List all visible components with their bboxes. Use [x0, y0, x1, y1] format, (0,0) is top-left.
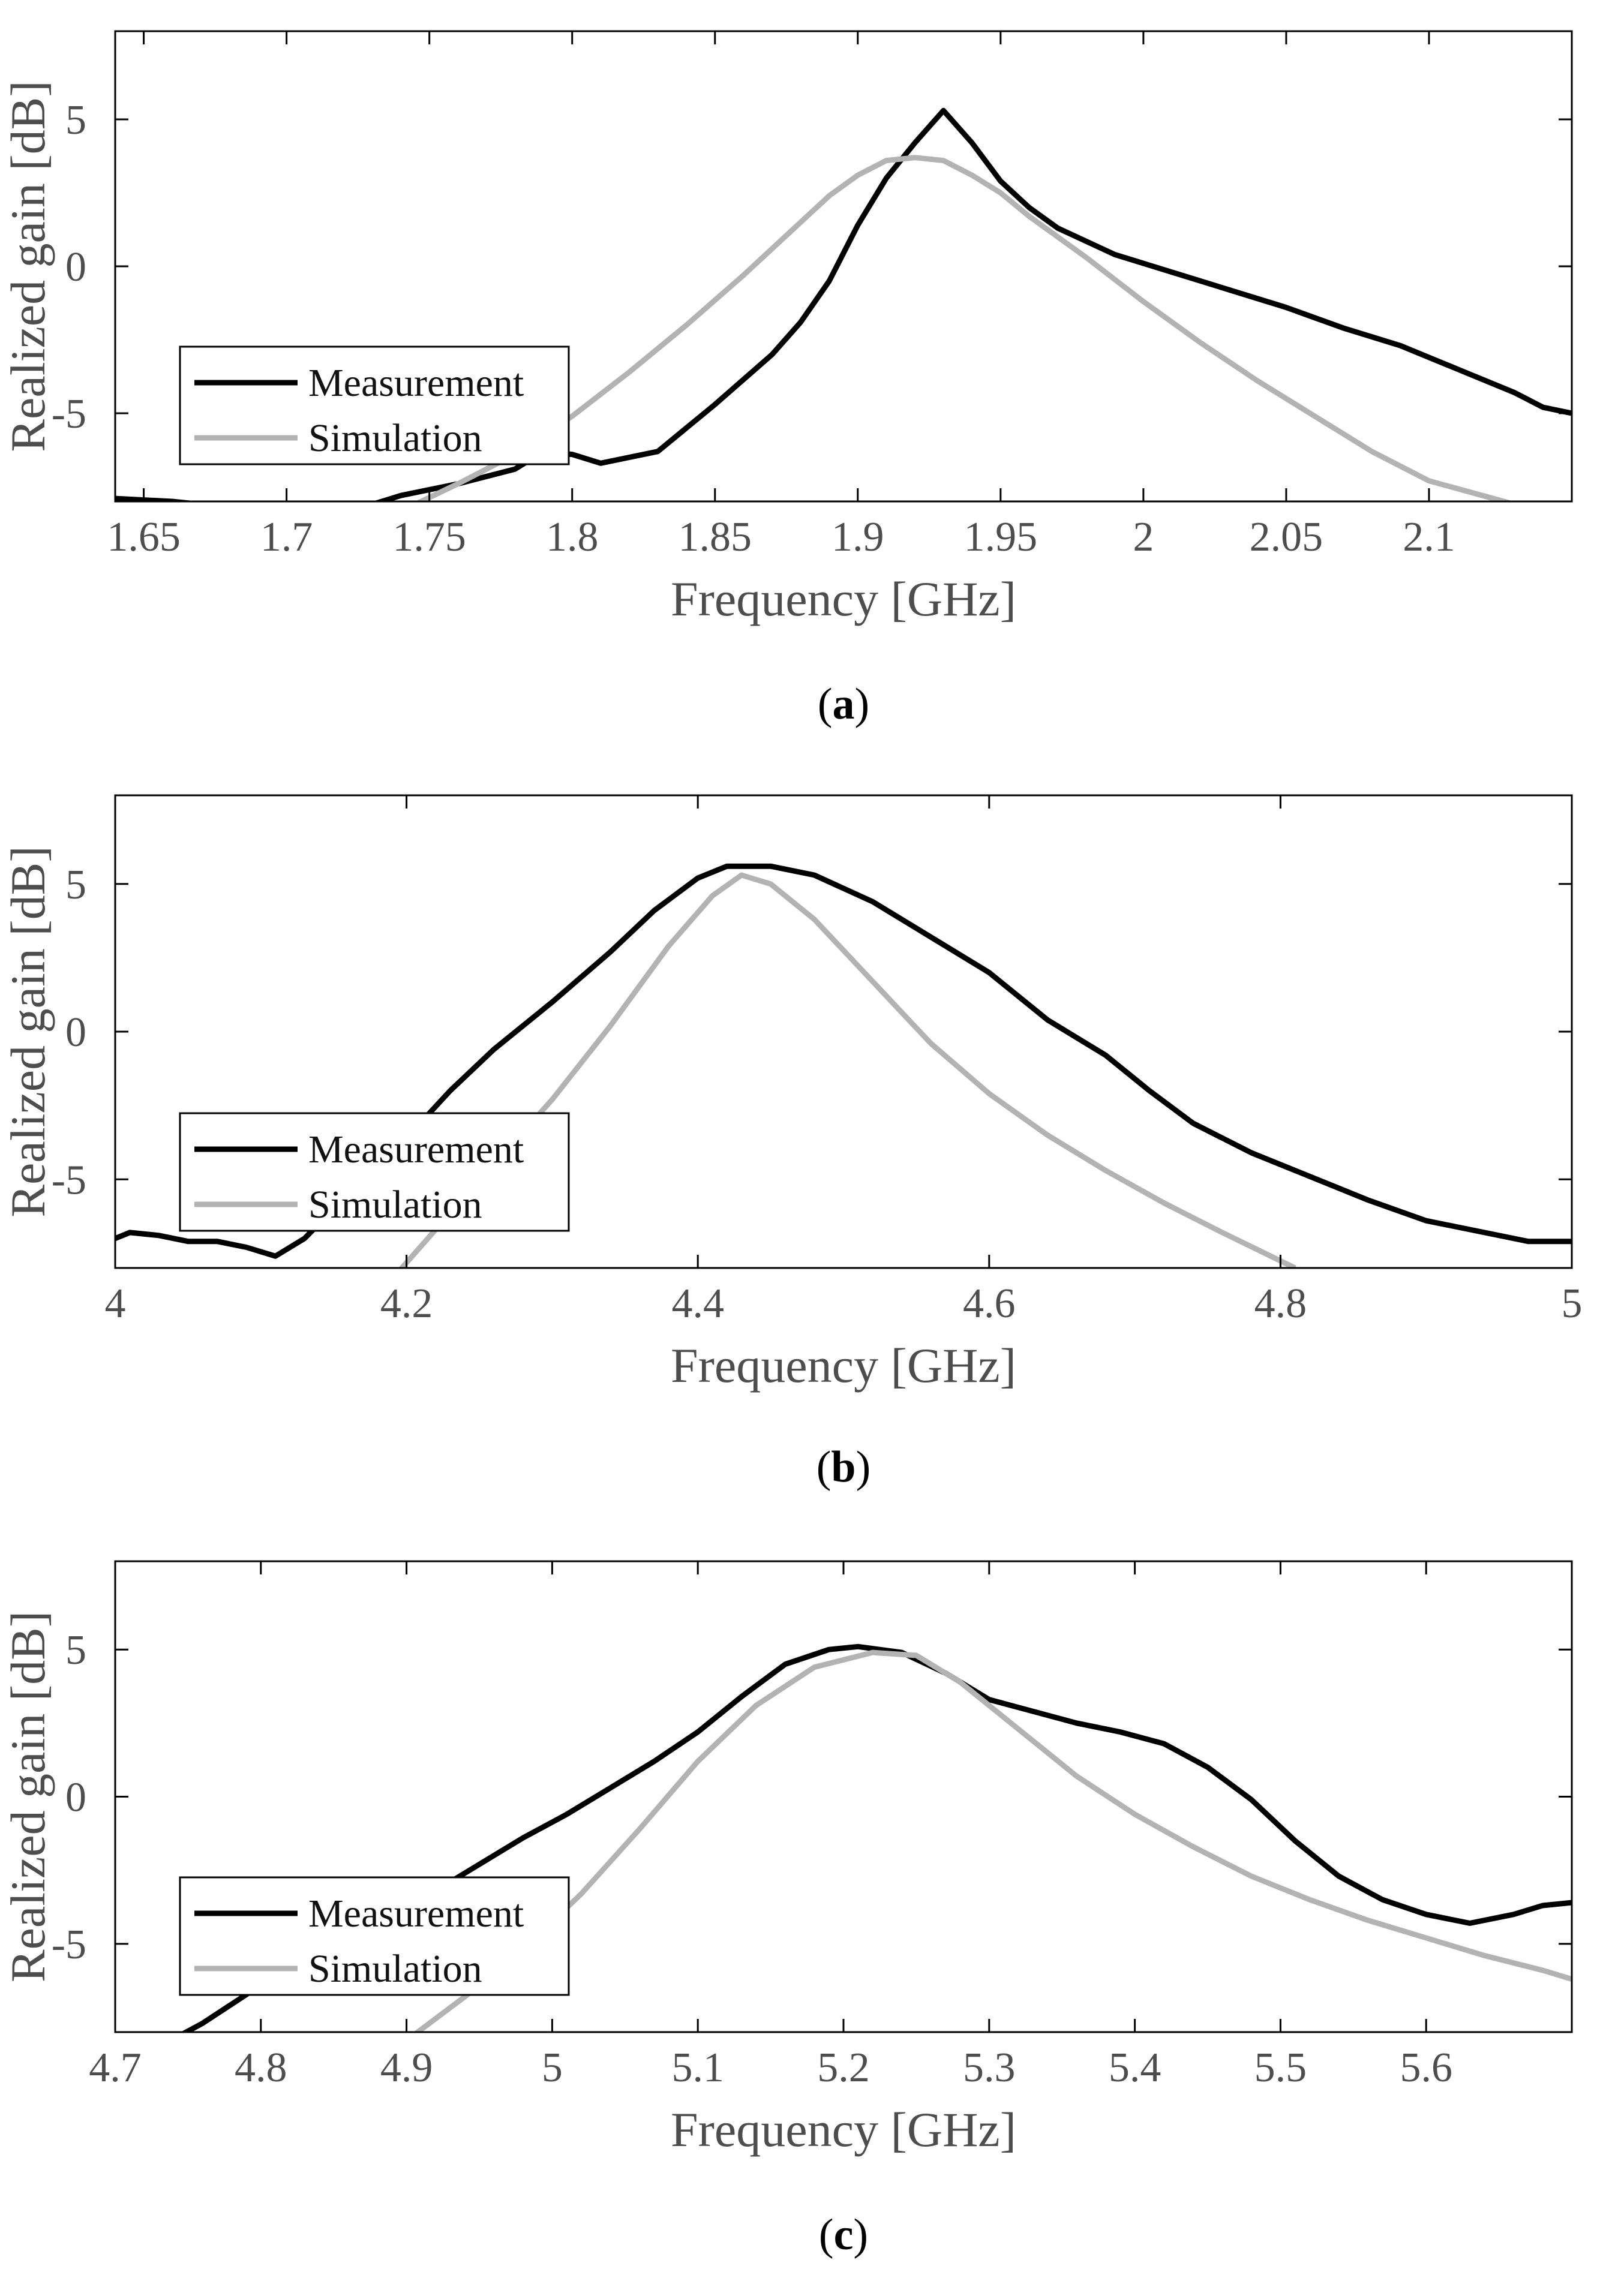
x-tick-label: 2.1: [1403, 514, 1455, 560]
y-axis-title: Realized gain [dB]: [1, 1611, 55, 1982]
y-tick-label: -5: [52, 391, 86, 437]
chart-panel-b: 4 4.2 4.4 4.6 4.8 5 -5 0 5 Frequency [GHz] Realize…: [1, 794, 1583, 1492]
series-simulation-line-1: [413, 1649, 1572, 2032]
chart-panel-c: 4.7 4.8 4.9 5 5.1 5.2 5.3 5.4 5.5 5.6 -5 0 5 Frequenc…: [1, 1560, 1573, 2259]
legend-label-measurement: Measurement: [308, 1892, 524, 1936]
y-axis-title: Realized gain [dB]: [1, 846, 55, 1217]
y-tick-label: 0: [65, 1009, 86, 1056]
x-tick-label: 5.5: [1254, 2045, 1307, 2091]
legend-label-simulation: Simulation: [308, 1183, 482, 1227]
x-tick-label: 2: [1133, 514, 1154, 560]
caption-open: (: [816, 1442, 831, 1492]
x-tick-label: 2.05: [1250, 514, 1323, 560]
legend-box: [179, 1876, 570, 1996]
legend-label-simulation: Simulation: [308, 416, 482, 460]
chart-panel-a: 1.65 1.7 1.75 1.8 1.85 1.9 1.95 2 2.05 2.1 -5 0 5 Fre…: [1, 30, 1573, 729]
y-tick-label: -5: [52, 1157, 86, 1203]
x-tick-label: 4: [105, 1281, 126, 1327]
x-tick-label: 4.4: [671, 1281, 724, 1327]
x-tick-label: 5: [1562, 1281, 1583, 1327]
x-tick-label: 5: [542, 2045, 563, 2091]
series-measurement-line-1: [115, 863, 1572, 1259]
caption-close: ): [855, 680, 870, 729]
x-tick-label: 1.8: [546, 514, 599, 560]
x-tick-label: 5.1: [671, 2045, 724, 2091]
panel-caption: (b): [816, 1442, 870, 1492]
x-tick-label: 5.2: [817, 2045, 870, 2091]
y-tick-label: -5: [52, 1922, 86, 1968]
legend-label-measurement: Measurement: [308, 1128, 524, 1171]
caption-close: ): [853, 2210, 868, 2259]
series-simulation-line-1: [415, 155, 1514, 501]
x-tick-label: 1.65: [107, 514, 181, 560]
x-tick-label: 1.95: [964, 514, 1038, 560]
y-tick-label: 0: [65, 244, 86, 290]
x-tick-label: 5.4: [1109, 2045, 1161, 2091]
legend-label-measurement: Measurement: [308, 361, 524, 405]
plot-area: [115, 863, 1572, 1268]
x-tick-label: 4.9: [380, 2045, 433, 2091]
x-tick-label: 5.3: [963, 2045, 1016, 2091]
x-tick-label: 4.2: [380, 1281, 433, 1327]
series-simulation-line-1: [398, 872, 1296, 1268]
x-tick-label: 4.8: [1254, 1281, 1307, 1327]
x-tick-label: 1.75: [392, 514, 466, 560]
legend: Measurement Simulation: [179, 345, 570, 465]
x-tick-label: 4.8: [235, 2045, 287, 2091]
x-tick-label: 1.9: [831, 514, 884, 560]
x-tick-label: 4.7: [89, 2045, 142, 2091]
x-tick-label: 1.7: [260, 514, 313, 560]
x-tick-label: 1.85: [679, 514, 752, 560]
legend: Measurement Simulation: [179, 1112, 570, 1232]
caption-letter: a: [833, 680, 855, 729]
legend-box: [179, 1112, 570, 1232]
legend: Measurement Simulation: [179, 1876, 570, 1996]
y-tick-label: 5: [65, 97, 86, 143]
y-tick-label: 5: [65, 862, 86, 908]
x-axis-title: Frequency [GHz]: [671, 1338, 1016, 1393]
panel-caption: (c): [819, 2210, 868, 2259]
caption-letter: c: [834, 2210, 854, 2259]
x-tick-label: 4.6: [963, 1281, 1016, 1327]
legend-label-simulation: Simulation: [308, 1947, 482, 1991]
caption-open: (: [818, 680, 833, 729]
caption-open: (: [819, 2210, 834, 2259]
caption-letter: b: [831, 1442, 855, 1492]
x-axis-title: Frequency [GHz]: [671, 572, 1016, 626]
legend-box: [179, 345, 570, 465]
caption-close: ): [856, 1442, 871, 1492]
x-axis-title: Frequency [GHz]: [671, 2102, 1016, 2157]
panel-caption: (a): [818, 680, 869, 729]
y-tick-label: 5: [65, 1627, 86, 1673]
series-measurement-line-1: [115, 495, 199, 501]
y-axis-title: Realized gain [dB]: [1, 80, 55, 452]
y-tick-label: 0: [65, 1775, 86, 1821]
x-tick-label: 5.6: [1400, 2045, 1452, 2091]
